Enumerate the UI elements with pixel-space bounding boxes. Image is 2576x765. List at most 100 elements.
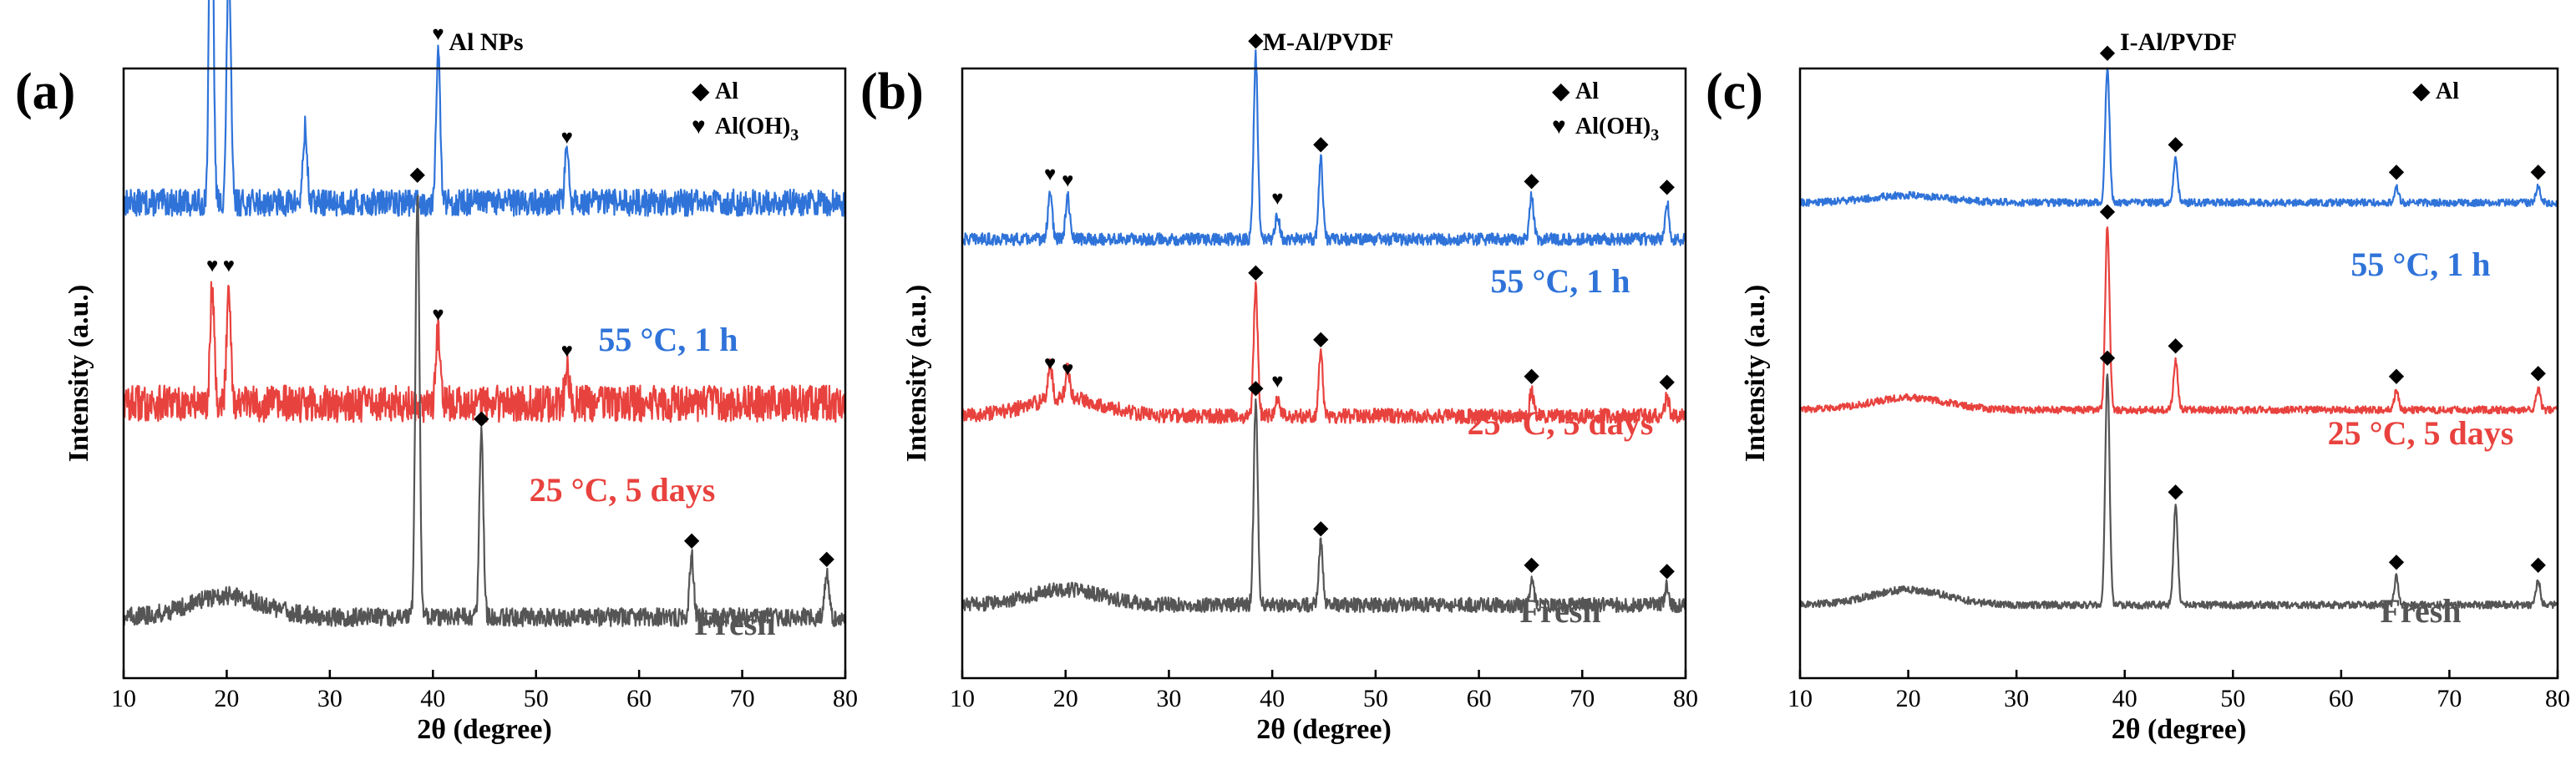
panel-b: M-Al/PVDF(b)♥ ♥◆♥◆◆ ◆55 °C, 1 h♥ ♥◆♥◆◆ ◆25 °… — [860, 28, 1698, 745]
legend-label-text: Al(OH) — [1575, 114, 1651, 139]
x-tick-label: 80 — [2545, 685, 2570, 712]
peak-marker-diamond-icon: ◆ — [1659, 560, 1675, 582]
x-tick-label: 50 — [1363, 685, 1388, 712]
legend-label-text: Al(OH) — [715, 114, 790, 139]
peak-marker-heart-icon: ♥ — [432, 23, 444, 45]
curve-label: 55 °C, 1 h — [1490, 262, 1630, 300]
x-tick-label: 10 — [111, 685, 136, 712]
y-axis-label: Intensity (a.u.) — [1740, 285, 1771, 463]
peak-marker-diamond-icon: ◆ — [410, 164, 426, 185]
x-tick-label: 30 — [317, 685, 342, 712]
plot-frame — [122, 67, 847, 680]
x-tick-label: 20 — [1896, 685, 1921, 712]
peak-marker-diamond-icon: ◆ — [1313, 517, 1329, 539]
peak-marker-heart-icon: ♥ — [1062, 170, 1073, 191]
peak-marker-diamond-icon: ◆ — [2100, 347, 2116, 368]
x-axis-label: 2θ (degree) — [2112, 714, 2247, 745]
peak-marker-diamond-icon: ◆ — [474, 408, 489, 429]
panel-title: Al NPs — [449, 28, 523, 56]
peak-marker-diamond-icon: ◆ — [684, 529, 700, 551]
legend-diamond-icon: ◆ — [2412, 79, 2431, 104]
legend-label-text: Al — [1575, 79, 1599, 104]
x-tick-label: 40 — [420, 685, 445, 712]
series-line-storage25 — [1798, 226, 2559, 415]
legend-label-subscript: 3 — [1651, 126, 1659, 144]
legend-heart-icon: ♥ — [1552, 114, 1566, 139]
series-line-fresh — [1798, 373, 2559, 610]
x-tick-label: 60 — [2329, 685, 2354, 712]
legend-label-text: Al — [715, 79, 738, 104]
curve-label: Fresh — [2380, 592, 2461, 630]
plot-frame — [961, 67, 1687, 680]
panel-a: Al NPs(a)♥♥♥♥55 °C, 1 h♥♥♥♥25 °C, 5 days… — [15, 0, 858, 745]
panel-label: (a) — [15, 63, 75, 120]
peak-marker-diamond-icon: ◆ — [1313, 328, 1329, 350]
peak-marker-diamond-icon: ◆ — [819, 548, 835, 570]
peak-marker-diamond-icon: ◆ — [1248, 377, 1264, 399]
curve-label: 25 °C, 5 days — [1468, 404, 1654, 442]
series-line-storage25 — [123, 281, 847, 423]
peak-marker-heart-icon: ♥ — [561, 127, 573, 149]
x-tick-label: 40 — [1260, 685, 1285, 712]
peak-marker-diamond-icon: ◆ — [2389, 551, 2405, 573]
legend-heart-icon: ♥ — [692, 114, 706, 139]
peak-marker-diamond-icon: ◆ — [2530, 554, 2546, 575]
x-tick-label: 70 — [1569, 685, 1595, 712]
legend-label: Al(OH)3 — [715, 114, 799, 144]
x-tick-label: 70 — [2437, 685, 2462, 712]
series-line-fresh — [122, 194, 847, 627]
x-axis-label: 2θ (degree) — [1256, 714, 1392, 745]
legend-label-text: Al — [2436, 79, 2459, 104]
curve-label: 25 °C, 5 days — [2328, 414, 2514, 452]
y-axis-label: Intensity (a.u.) — [901, 285, 932, 463]
peak-marker-heart-icon: ♥ — [1044, 352, 1056, 374]
series-line-storage25 — [961, 281, 1686, 424]
peak-marker-heart-icon: ♥ — [561, 341, 573, 362]
x-tick-label: 30 — [1156, 685, 1181, 712]
x-tick-label: 80 — [833, 685, 858, 712]
peak-marker-heart-icon: ♥ — [223, 256, 235, 277]
x-tick-label: 20 — [1053, 685, 1078, 712]
x-tick-label: 50 — [2220, 685, 2245, 712]
panel-label: (c) — [1706, 63, 1763, 120]
series-line-fresh — [961, 398, 1686, 614]
panel-title: M-Al/PVDF — [1263, 28, 1394, 56]
legend-diamond-icon: ◆ — [692, 79, 710, 104]
x-tick-label: 50 — [524, 685, 549, 712]
x-tick-label: 60 — [1467, 685, 1492, 712]
curve-label: 55 °C, 1 h — [598, 321, 738, 358]
peak-marker-heart-icon: ♥ — [206, 256, 218, 277]
peak-marker-diamond-icon: ◆ — [1524, 365, 1539, 387]
peak-marker-heart-icon: ♥ — [1062, 359, 1073, 381]
peak-marker-diamond-icon: ◆ — [2100, 42, 2116, 63]
peak-marker-diamond-icon: ◆ — [2530, 160, 2546, 182]
legend-diamond-icon: ◆ — [1552, 79, 1570, 104]
x-tick-label: 20 — [214, 685, 239, 712]
x-tick-label: 40 — [2112, 685, 2137, 712]
x-tick-label: 10 — [950, 685, 975, 712]
peak-marker-diamond-icon: ◆ — [1659, 176, 1675, 198]
x-tick-label: 30 — [2004, 685, 2029, 712]
peak-marker-diamond-icon: ◆ — [2168, 134, 2183, 155]
curve-label: Fresh — [1519, 592, 1600, 630]
peak-marker-diamond-icon: ◆ — [2530, 362, 2546, 383]
x-tick-label: 80 — [1673, 685, 1698, 712]
curve-label: 25 °C, 5 days — [530, 471, 716, 509]
curve-label: Fresh — [694, 605, 775, 642]
legend-label: Al(OH)3 — [1575, 114, 1659, 144]
peak-marker-heart-icon: ♥ — [1044, 164, 1056, 185]
peak-marker-heart-icon: ♥ — [432, 304, 444, 326]
peak-marker-diamond-icon: ◆ — [1524, 554, 1539, 575]
curve-label: 55 °C, 1 h — [2350, 246, 2490, 283]
panel-c: I-Al/PVDF (c) ◆ ◆ ◆ ◆ 55 °C, 1 h ◆ ◆ ◆ ◆ 25 °C, 5 d… — [1706, 28, 2570, 745]
x-tick-label: 70 — [730, 685, 755, 712]
legend-label: Al — [2436, 79, 2459, 104]
y-axis-label: Intensity (a.u.) — [63, 285, 94, 463]
series-line-heat55 — [1798, 67, 2559, 208]
x-axis-label: 2θ (degree) — [417, 714, 552, 745]
peak-marker-heart-icon: ♥ — [1271, 371, 1283, 393]
peak-marker-diamond-icon: ◆ — [2389, 160, 2405, 182]
x-tick-label: 60 — [626, 685, 652, 712]
legend-label: Al — [1575, 79, 1599, 104]
